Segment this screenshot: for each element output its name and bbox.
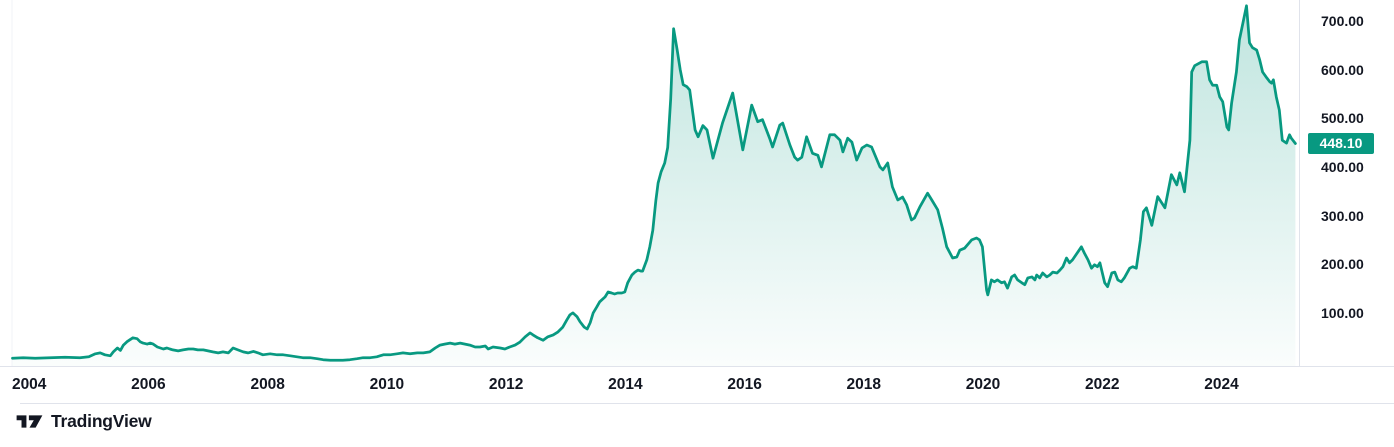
time-axis[interactable]: 2004 2006 2008 2010 2012 2014 2016 2018 2020 2022… <box>0 366 1394 404</box>
x-tick-label: 2004 <box>11 376 47 393</box>
chart-canvas[interactable] <box>0 0 1299 366</box>
x-tick-label: 2008 <box>250 376 285 393</box>
x-tick-label: 2012 <box>488 376 524 393</box>
x-tick-label: 2024 <box>1204 376 1239 393</box>
y-tick-label: 300.00 <box>1321 207 1364 224</box>
x-tick-label: 2010 <box>369 376 405 393</box>
price-axis[interactable]: 448.10 700.00 600.00 500.00 400.00 300.00 200… <box>1299 0 1394 366</box>
y-tick-label: 200.00 <box>1321 256 1364 273</box>
y-tick-label: 500.00 <box>1321 110 1364 127</box>
x-tick-label: 2018 <box>846 376 882 393</box>
y-tick-label: 700.00 <box>1321 12 1364 29</box>
attribution-bar: TradingView <box>0 404 1394 447</box>
x-tick-label: 2022 <box>1085 376 1120 393</box>
x-tick-label: 2016 <box>727 376 762 393</box>
tradingview-logo-icon <box>16 415 43 428</box>
x-tick-label: 2014 <box>608 376 643 393</box>
y-tick-label: 600.00 <box>1321 61 1364 78</box>
line-series <box>11 4 1297 362</box>
area-series <box>12 5 1296 366</box>
x-tick-label: 2006 <box>131 376 166 393</box>
y-tick-label: 100.00 <box>1321 304 1364 321</box>
x-tick-label: 2020 <box>965 376 1001 393</box>
price-chart[interactable] <box>0 0 1299 366</box>
footer-divider <box>20 403 1394 404</box>
tradingview-logo-text: TradingView <box>51 411 152 431</box>
tradingview-attribution-link[interactable]: TradingView <box>16 411 152 432</box>
last-price-badge: 448.10 <box>1308 133 1374 154</box>
y-tick-label: 400.00 <box>1321 158 1364 175</box>
